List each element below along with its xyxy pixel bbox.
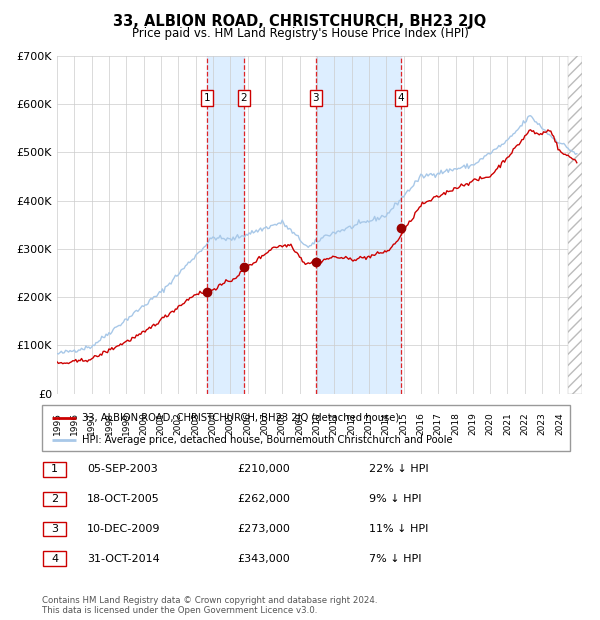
Text: 2009: 2009 <box>295 412 304 435</box>
Text: 2002: 2002 <box>174 412 183 435</box>
Text: 2021: 2021 <box>503 412 512 435</box>
Text: Price paid vs. HM Land Registry's House Price Index (HPI): Price paid vs. HM Land Registry's House … <box>131 27 469 40</box>
Text: 2015: 2015 <box>399 412 408 435</box>
Text: 2018: 2018 <box>451 412 460 435</box>
Text: 10-DEC-2009: 10-DEC-2009 <box>87 524 161 534</box>
Text: 1995: 1995 <box>53 412 62 435</box>
Text: HPI: Average price, detached house, Bournemouth Christchurch and Poole: HPI: Average price, detached house, Bour… <box>82 435 452 445</box>
Text: 2023: 2023 <box>538 412 547 435</box>
Text: 2010: 2010 <box>313 412 322 435</box>
Text: 4: 4 <box>51 554 58 564</box>
Text: £273,000: £273,000 <box>237 524 290 534</box>
Text: 1997: 1997 <box>87 412 96 435</box>
Text: 1996: 1996 <box>70 412 79 435</box>
Bar <box>207 56 244 394</box>
Text: 2007: 2007 <box>260 412 269 435</box>
Text: 2008: 2008 <box>278 412 287 435</box>
Text: 2005: 2005 <box>226 412 235 435</box>
Text: 31-OCT-2014: 31-OCT-2014 <box>87 554 160 564</box>
Text: 2012: 2012 <box>347 412 356 435</box>
Text: 2004: 2004 <box>208 412 217 435</box>
Text: 2013: 2013 <box>364 412 373 435</box>
Text: 2017: 2017 <box>434 412 443 435</box>
Text: 18-OCT-2005: 18-OCT-2005 <box>87 494 160 504</box>
Text: 2: 2 <box>241 93 247 103</box>
Text: 1998: 1998 <box>104 412 113 435</box>
Text: 2003: 2003 <box>191 412 200 435</box>
Text: 7% ↓ HPI: 7% ↓ HPI <box>369 554 421 564</box>
Text: 1: 1 <box>204 93 211 103</box>
Text: 2001: 2001 <box>157 412 166 435</box>
Text: 9% ↓ HPI: 9% ↓ HPI <box>369 494 421 504</box>
Text: £262,000: £262,000 <box>237 494 290 504</box>
Text: 05-SEP-2003: 05-SEP-2003 <box>87 464 158 474</box>
Text: 22% ↓ HPI: 22% ↓ HPI <box>369 464 428 474</box>
Text: 1: 1 <box>51 464 58 474</box>
Text: 2020: 2020 <box>485 412 494 435</box>
Bar <box>316 56 401 394</box>
Text: Contains HM Land Registry data © Crown copyright and database right 2024.
This d: Contains HM Land Registry data © Crown c… <box>42 596 377 615</box>
Text: 3: 3 <box>51 524 58 534</box>
Text: 2016: 2016 <box>416 412 425 435</box>
Text: £343,000: £343,000 <box>237 554 290 564</box>
Text: 33, ALBION ROAD, CHRISTCHURCH, BH23 2JQ: 33, ALBION ROAD, CHRISTCHURCH, BH23 2JQ <box>113 14 487 29</box>
Text: 2000: 2000 <box>139 412 148 435</box>
Text: 2: 2 <box>51 494 58 504</box>
Text: 1999: 1999 <box>122 412 131 435</box>
Text: 2011: 2011 <box>330 412 339 435</box>
Text: 11% ↓ HPI: 11% ↓ HPI <box>369 524 428 534</box>
Text: 2019: 2019 <box>469 412 478 435</box>
Text: 4: 4 <box>397 93 404 103</box>
Text: 2014: 2014 <box>382 412 391 435</box>
Bar <box>568 56 582 394</box>
Text: 2024: 2024 <box>555 412 564 435</box>
Text: 33, ALBION ROAD, CHRISTCHURCH, BH23 2JQ (detached house): 33, ALBION ROAD, CHRISTCHURCH, BH23 2JQ … <box>82 413 399 423</box>
Text: 2022: 2022 <box>520 412 529 435</box>
Text: 3: 3 <box>313 93 319 103</box>
Text: £210,000: £210,000 <box>237 464 290 474</box>
Text: 2006: 2006 <box>243 412 252 435</box>
